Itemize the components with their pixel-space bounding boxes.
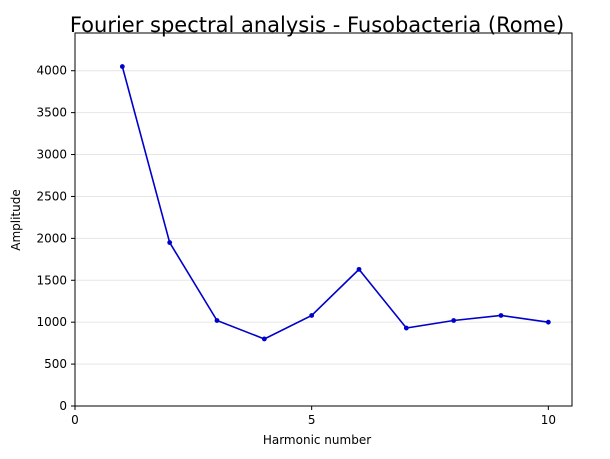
y-axis-label: Amplitude (9, 189, 23, 251)
x-tick-label-1: 5 (308, 413, 316, 427)
data-point-0-1 (167, 240, 173, 245)
data-point-0-7 (451, 318, 457, 323)
data-point-0-4 (309, 313, 315, 318)
x-axis: 0 5 10 (71, 406, 556, 427)
x-axis-label: Harmonic number (263, 433, 371, 447)
data-point-0-9 (545, 319, 551, 325)
plot-frame (74, 32, 573, 407)
x-tick-label-0: 0 (71, 413, 79, 427)
y-tick-label-0: 0 (59, 399, 67, 413)
data-point-0-6 (403, 325, 409, 331)
y-tick-label-4: 2000 (36, 231, 67, 245)
data-point-0-8 (498, 313, 504, 318)
y-tick-label-1: 500 (44, 357, 67, 371)
data-point-0-0 (119, 64, 125, 69)
y-axis: 0 500 1000 1500 2000 2500 3000 3500 4000 (36, 64, 75, 413)
x-tick-label-2: 10 (541, 413, 556, 427)
y-tick-label-7: 3500 (36, 106, 67, 120)
y-tick-label-6: 3000 (36, 148, 67, 162)
y-tick-label-8: 4000 (36, 64, 67, 78)
y-tick-label-2: 1000 (36, 315, 67, 329)
grid (75, 70, 572, 407)
data-point-0-5 (356, 266, 362, 272)
data-point-0-3 (261, 336, 267, 342)
data-point-0-2 (214, 318, 220, 323)
series-layer (119, 64, 551, 342)
y-tick-label-5: 2500 (36, 189, 67, 203)
series-line-0 (121, 66, 549, 340)
y-tick-label-3: 1500 (36, 273, 67, 287)
